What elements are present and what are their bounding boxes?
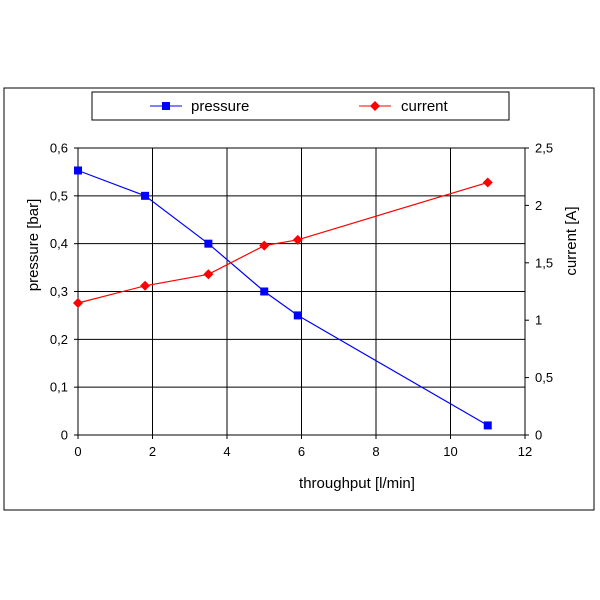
- y-left-tick-label: 0,4: [50, 236, 68, 251]
- data-point-pressure: [74, 166, 82, 175]
- y-right-tick-label: 0: [535, 428, 542, 443]
- data-point-current: [259, 240, 270, 251]
- x-tick-label: 8: [372, 444, 379, 459]
- data-point-current: [73, 297, 83, 308]
- x-tick-label: 6: [298, 444, 305, 459]
- legend-current-marker: [370, 101, 380, 111]
- y-right-tick-label: 2: [535, 198, 542, 213]
- data-point-pressure: [260, 287, 269, 296]
- y-left-tick-label: 0,6: [50, 141, 68, 156]
- legend: pressure current: [91, 91, 510, 121]
- y-left-tick-label: 0,3: [50, 284, 68, 299]
- legend-pressure-label: pressure: [191, 98, 249, 115]
- y-left-tick-label: 0,1: [50, 380, 68, 395]
- data-point-current: [292, 234, 303, 245]
- y-left-tick-label: 0,2: [50, 332, 68, 347]
- y-left-tick-label: 0: [61, 428, 68, 443]
- x-tick-label: 10: [443, 444, 457, 459]
- x-tick-label: 4: [223, 444, 230, 459]
- x-tick-label: 12: [518, 444, 532, 459]
- x-tick-label: 0: [74, 444, 81, 459]
- y-right-tick-label: 1: [535, 313, 542, 328]
- data-point-pressure: [141, 191, 150, 200]
- y-right-tick-label: 0,5: [535, 370, 553, 385]
- series-line-current: [77, 181, 488, 304]
- grid: [78, 148, 525, 435]
- legend-current-label: current: [401, 98, 449, 115]
- series: [73, 166, 493, 430]
- data-point-pressure: [204, 239, 213, 248]
- x-tick-label: 2: [149, 444, 156, 459]
- y-left-axis-title: pressure [bar]: [25, 199, 42, 292]
- data-point-pressure: [293, 311, 302, 320]
- data-point-current: [140, 280, 151, 291]
- series-line-pressure: [77, 169, 489, 426]
- chart-frame: [3, 87, 595, 511]
- data-point-current: [203, 269, 214, 280]
- x-axis-title: throughput [l/min]: [299, 475, 415, 492]
- legend-pressure-marker: [162, 102, 170, 110]
- y-left-tick-label: 0,5: [50, 188, 68, 203]
- y-right-tick-label: 1,5: [535, 255, 553, 270]
- data-point-pressure: [483, 421, 492, 430]
- y-right-axis-title: current [A]: [563, 206, 580, 275]
- y-right-tick-label: 2,5: [535, 141, 553, 156]
- data-point-current: [482, 177, 493, 188]
